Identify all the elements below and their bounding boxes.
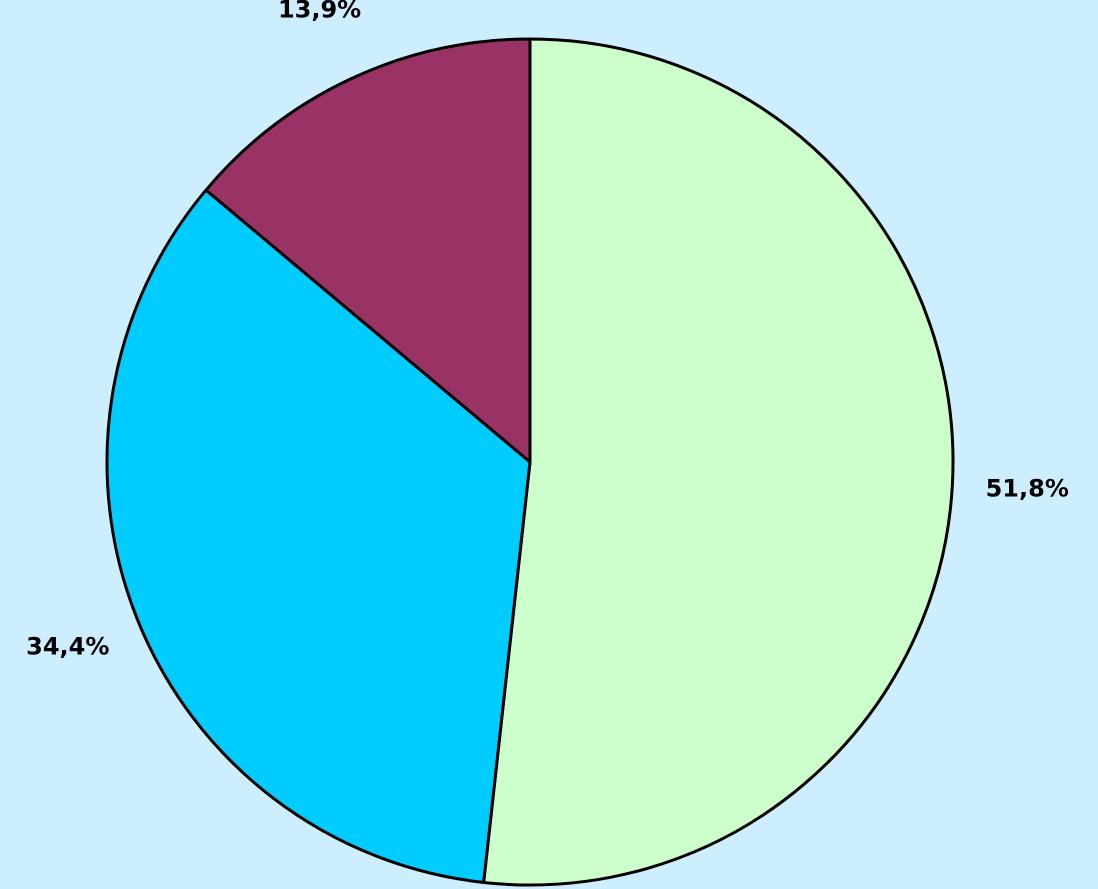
pie-slice bbox=[105, 188, 532, 884]
slice-label: 51,8% bbox=[986, 474, 1069, 502]
pie-slice bbox=[204, 37, 532, 464]
slice-label: 34,4% bbox=[26, 632, 109, 660]
slice-label: 13,9% bbox=[278, 0, 361, 24]
pie-slice bbox=[482, 37, 955, 887]
